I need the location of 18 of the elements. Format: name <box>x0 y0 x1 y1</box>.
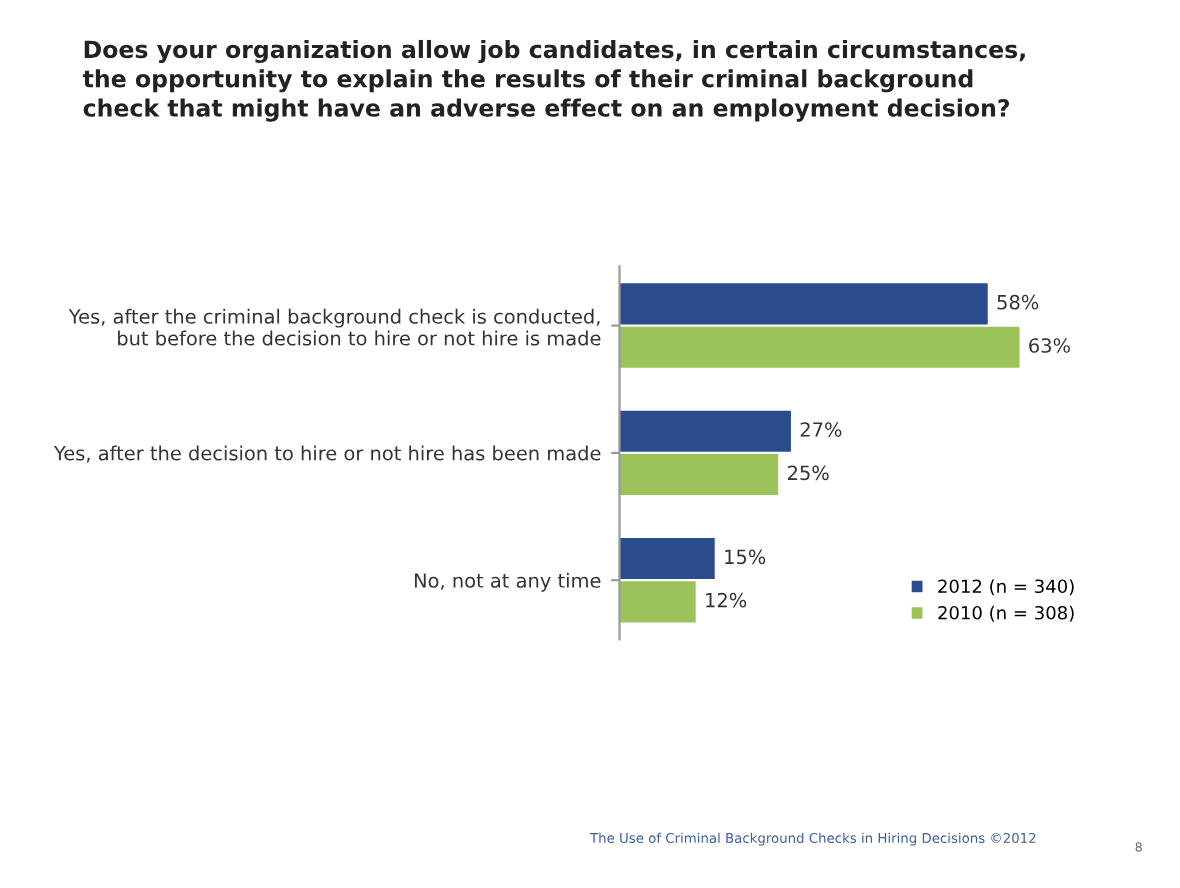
data-label: 15% <box>725 549 766 565</box>
bar <box>619 453 779 496</box>
y-tick-label: Yes, after the decision to hire or not hire has been made <box>53 445 601 463</box>
bar <box>619 283 988 325</box>
data-label: 63% <box>1029 338 1070 353</box>
data-label: 25% <box>787 465 829 481</box>
bar <box>619 410 791 452</box>
bar <box>619 581 696 623</box>
bar <box>619 326 1020 368</box>
legend-label: 2010 (n = 308) <box>938 605 1074 622</box>
data-label: 12% <box>706 592 747 608</box>
y-tick-label: No, not at any time <box>414 572 601 592</box>
data-label: 27% <box>800 422 842 437</box>
legend-label: 2012 (n = 340) <box>938 579 1074 596</box>
data-label: 58% <box>997 294 1039 310</box>
bar <box>619 537 715 580</box>
y-tick-label: Yes, after the criminal background check is conducted, but before the decision to hire or not hire is made <box>68 308 601 346</box>
chart-title: Does your organization allow job candidates, in certain circumstances, the opportunity to explain the results of their criminal background check that might have an adverse effect on an employment decision? <box>82 39 1025 122</box>
